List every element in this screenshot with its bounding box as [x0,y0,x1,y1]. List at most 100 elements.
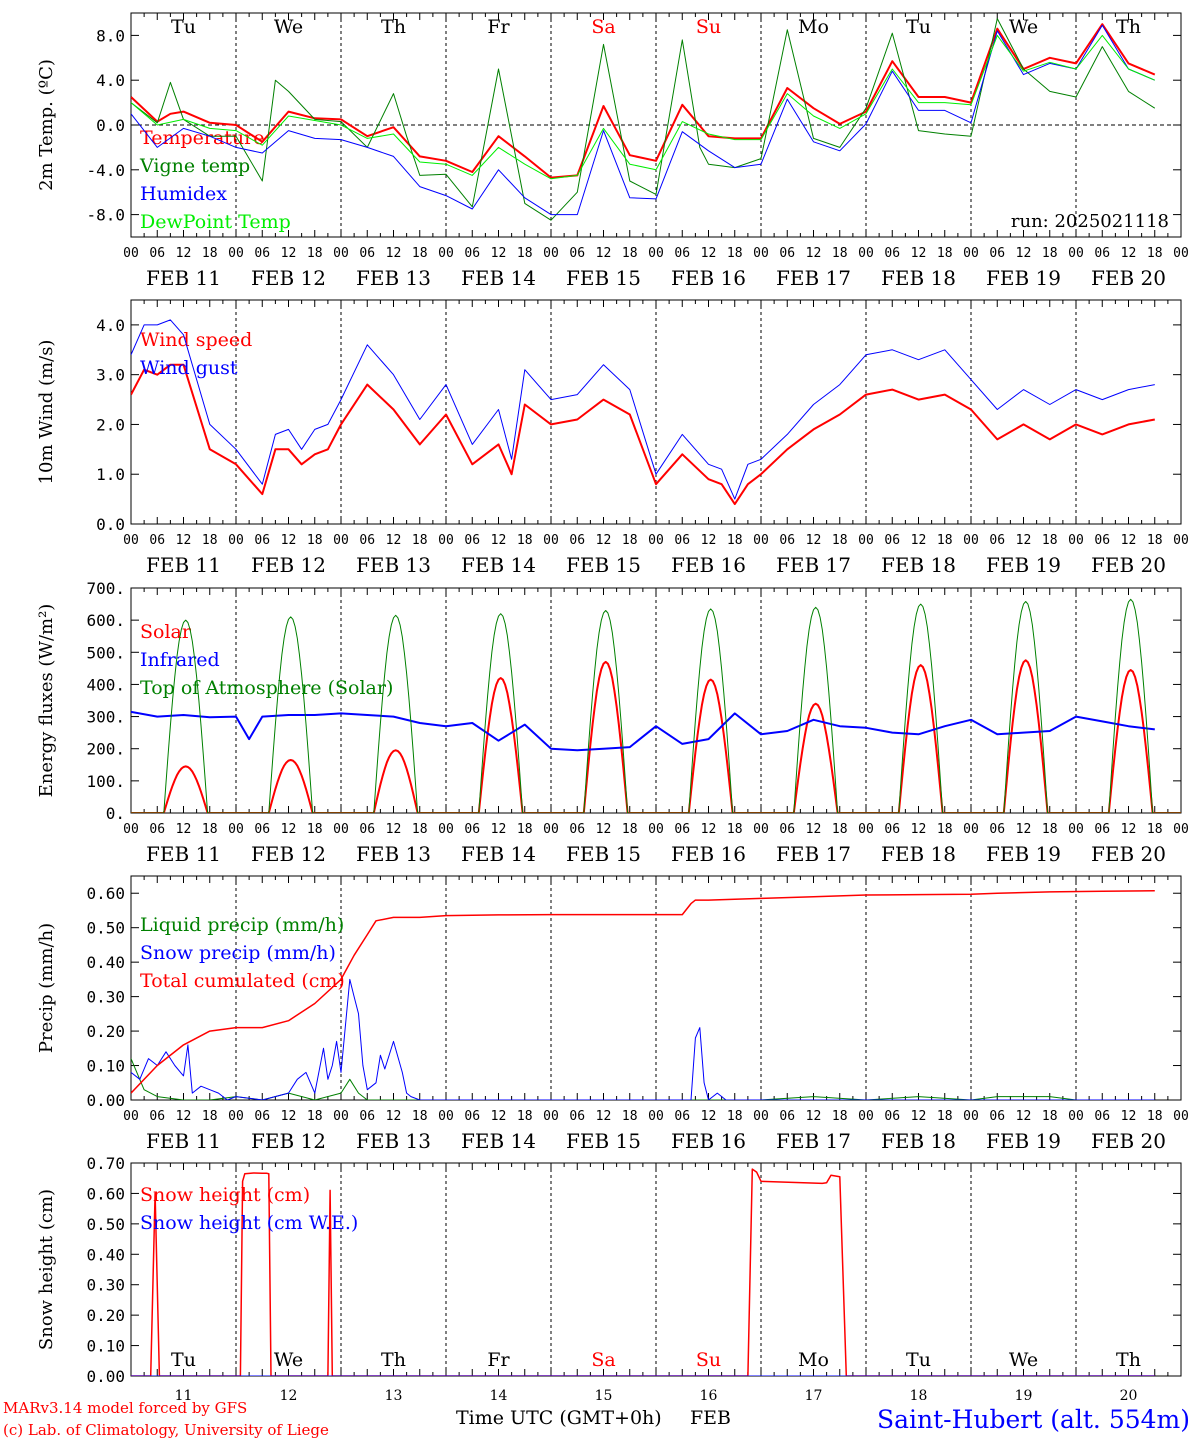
day-name-label: Tu [906,16,931,38]
day-number-label: 16 [700,1388,718,1404]
x-hour-label: 12 [911,246,927,261]
y-tick-label: 0.40 [86,953,125,972]
x-hour-label: 06 [569,822,585,837]
series-line-wind-gust [131,319,1155,500]
x-hour-label: 12 [491,1109,507,1124]
x-hour-label: 00 [438,246,454,261]
run-annotation: run: 2025021118 [1011,211,1169,232]
x-hour-label: 12 [911,822,927,837]
x-date-label: FEB 15 [566,842,641,866]
x-hour-label: 00 [1173,822,1189,837]
x-hour-label: 00 [753,1109,769,1124]
x-hour-label: 06 [779,1109,795,1124]
x-hour-label: 00 [1068,246,1084,261]
day-name-label: Th [1116,1349,1141,1371]
x-hour-label: 06 [884,533,900,548]
x-hour-label: 00 [753,246,769,261]
y-tick-label: -4.0 [86,161,125,180]
x-hour-label: 18 [937,246,953,261]
day-name-label: Mo [798,1349,829,1371]
panel-5: 0.70 0.60 0.50 0.40 0.30 0.20 0.10 0.00 Snow hei… [36,1154,1182,1404]
y-axis-label: Snow height (cm) [36,1189,57,1350]
y-tick-label: 0.00 [86,1091,125,1110]
x-hour-label: 00 [123,1109,139,1124]
x-hour-label: 18 [1147,533,1163,548]
y-tick-label: 0.70 [86,1154,125,1173]
x-hour-label: 12 [596,533,612,548]
x-hour-label: 18 [517,533,533,548]
x-hour-label: 18 [412,533,428,548]
y-tick-label: 0.40 [86,1245,125,1264]
x-hour-label: 12 [1016,533,1032,548]
day-name-label: Fr [487,16,510,38]
x-hour-label: 00 [858,1109,874,1124]
day-name-label: Fr [487,1349,510,1371]
x-hour-label: 06 [884,246,900,261]
legend-entry: Solar [140,621,192,643]
x-date-label: FEB 19 [986,266,1061,290]
x-hour-label: 18 [307,533,323,548]
x-hour-label: 18 [832,533,848,548]
x-hour-label: 06 [464,1109,480,1124]
legend-entry: Total cumulated (cm) [140,970,345,992]
x-date-label: FEB 14 [461,842,536,866]
day-number-label: 20 [1120,1388,1138,1404]
y-tick-label: 500. [86,643,125,662]
x-hour-label: 00 [438,1109,454,1124]
y-tick-label: 400. [86,675,125,694]
x-date-label: FEB 16 [671,1129,746,1153]
x-hour-label: 18 [202,1109,218,1124]
x-hour-label: 18 [622,1109,638,1124]
x-hour-label: 06 [359,822,375,837]
x-date-label: FEB 16 [671,266,746,290]
x-date-label: FEB 20 [1091,266,1166,290]
x-date-label: FEB 17 [776,266,851,290]
day-name-label: Tu [171,16,196,38]
x-hour-label: 12 [701,822,717,837]
x-hour-label: 12 [281,822,297,837]
legend-entry: Liquid precip (mm/h) [140,914,344,936]
panel-1: 8.0 4.0 0.0 -4.0 -8.0 2m Temp. (ºC) 00 06 12 18 FE… [36,12,1189,290]
x-hour-label: 12 [911,1109,927,1124]
x-axis-label: Time UTC (GMT+0h) [456,1407,662,1429]
x-hour-label: 18 [1042,822,1058,837]
legend-entry: Top of Atmosphere (Solar) [140,677,393,699]
x-hour-label: 06 [569,533,585,548]
series-line-total-cumulated-cm [131,890,1155,1094]
x-date-label: FEB 12 [251,266,326,290]
x-hour-label: 00 [1068,1109,1084,1124]
x-hour-label: 18 [307,822,323,837]
x-date-label: FEB 20 [1091,1129,1166,1153]
x-hour-label: 06 [569,246,585,261]
x-hour-label: 12 [1016,246,1032,261]
x-hour-label: 18 [412,1109,428,1124]
day-name-label: Mo [798,16,829,38]
series-line-humidex [131,24,1155,216]
y-tick-label: 100. [86,772,125,791]
y-tick-label: 0.60 [86,1184,125,1203]
x-date-label: FEB 13 [356,842,431,866]
x-hour-label: 12 [281,533,297,548]
x-hour-label: 00 [123,246,139,261]
x-hour-label: 12 [491,822,507,837]
x-hour-label: 12 [1016,822,1032,837]
x-hour-label: 12 [806,1109,822,1124]
legend-entry: Wind gust [140,357,238,379]
x-hour-label: 06 [359,246,375,261]
x-date-label: FEB 20 [1091,842,1166,866]
x-hour-label: 12 [596,1109,612,1124]
y-tick-label: 0.10 [86,1337,125,1356]
day-name-label: We [274,1349,303,1371]
x-hour-label: 18 [937,1109,953,1124]
x-hour-label: 00 [543,246,559,261]
x-hour-label: 06 [149,246,165,261]
series-line-snow-precip-mm-h [131,978,1155,1100]
day-name-label: Sa [591,1349,615,1371]
footer-model: MARv3.14 model forced by GFS [3,1399,247,1417]
y-tick-label: 0.50 [86,919,125,938]
y-tick-label: 0.30 [86,988,125,1007]
x-date-label: FEB 13 [356,553,431,577]
x-hour-label: 00 [228,533,244,548]
x-hour-label: 18 [517,1109,533,1124]
x-hour-label: 00 [1068,822,1084,837]
